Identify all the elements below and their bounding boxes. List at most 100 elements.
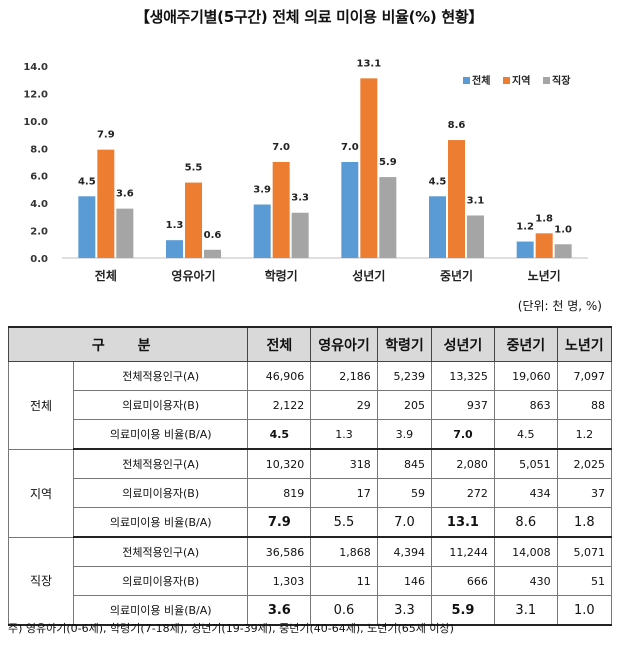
page-title: 【생애주기별(5구간) 전체 의료 미이용 비율(%) 현황】 xyxy=(134,8,484,26)
table-cell: 10,320 xyxy=(247,448,312,479)
data-label: 0.6 xyxy=(204,230,222,241)
table-cell: 434 xyxy=(493,478,558,508)
y-tick-label: 8.0 xyxy=(30,144,48,155)
table-cell: 14,008 xyxy=(493,536,558,567)
row-label: 의료미이용자(B) xyxy=(72,478,249,508)
row-label: 의료미이용 비율(B/A) xyxy=(72,419,249,450)
table-cell: 1.3 xyxy=(310,419,378,450)
table-cell: 3.1 xyxy=(493,595,558,626)
bar-1-0 xyxy=(97,149,115,258)
data-label: 8.6 xyxy=(448,120,466,131)
legend-swatch-0 xyxy=(463,77,470,84)
table-cell: 819 xyxy=(247,478,312,508)
table-cell: 863 xyxy=(493,390,558,420)
data-label: 13.1 xyxy=(356,58,381,69)
header-group: 구 분 xyxy=(7,326,249,362)
table-cell: 146 xyxy=(376,566,433,596)
table-cell: 5,051 xyxy=(493,448,558,479)
category-label: 학령기 xyxy=(265,268,298,283)
table-row: 의료미이용 비율(B/A) 7.9 5.5 7.0 13.1 8.6 1.8 xyxy=(9,507,613,538)
data-label: 3.6 xyxy=(116,189,134,200)
bar-1-5 xyxy=(535,233,553,258)
table-cell: 51 xyxy=(556,566,613,596)
table-cell: 7,097 xyxy=(556,361,613,391)
table-cell: 1,868 xyxy=(310,536,378,567)
table-cell: 666 xyxy=(431,566,495,596)
legend-swatch-2 xyxy=(543,77,550,84)
data-label: 7.0 xyxy=(341,142,359,153)
header-col: 성년기 xyxy=(431,326,495,362)
table-cell: 7.9 xyxy=(247,507,312,538)
y-tick-label: 6.0 xyxy=(30,172,48,183)
header-col: 노년기 xyxy=(556,326,613,362)
bar-0-2 xyxy=(253,204,271,258)
table-cell: 11 xyxy=(310,566,378,596)
table-row: 전체 전체적용인구(A) 46,906 2,186 5,239 13,325 19,060 7… xyxy=(8,361,613,450)
table-cell: 2,186 xyxy=(310,361,378,391)
bar-2-2 xyxy=(291,212,309,258)
bar-2-4 xyxy=(467,215,484,258)
y-tick-label: 12.0 xyxy=(23,89,48,100)
y-tick-label: 10.0 xyxy=(23,117,48,128)
bar-1-1 xyxy=(185,182,202,258)
table-header-row: 구 분 전체 영유아기 학령기 성년기 중년기 노년기 xyxy=(7,326,613,362)
header-col: 전체 xyxy=(247,326,312,362)
table-cell: 4,394 xyxy=(376,536,433,567)
group-label: 지역 xyxy=(8,448,74,538)
table-row: 의료미이용자(B) 819 17 59 272 434 37 xyxy=(9,478,613,508)
table-cell: 11,244 xyxy=(431,536,495,567)
table-cell: 88 xyxy=(556,390,613,420)
table-row: 의료미이용 비율(B/A) 4.5 1.3 3.9 7.0 4.5 1.2 xyxy=(9,419,613,450)
table-cell: 37 xyxy=(556,478,613,508)
row-label: 전체적용인구(A) xyxy=(72,536,249,567)
table-cell: 17 xyxy=(310,478,378,508)
table-row: 의료미이용 비율(B/A) 3.6 0.6 3.3 5.9 3.1 1.0 xyxy=(9,595,613,626)
bar-0-5 xyxy=(516,241,534,258)
category-label: 노년기 xyxy=(528,268,561,283)
table-cell: 430 xyxy=(493,566,558,596)
y-tick-label: 4.0 xyxy=(30,199,48,210)
data-label: 3.3 xyxy=(291,193,309,204)
footnote: 주) 영유아기(0-6세), 학령기(7-18세), 성년기(19-39세), … xyxy=(8,622,454,635)
y-tick-label: 14.0 xyxy=(23,62,48,73)
table-cell: 1.2 xyxy=(556,419,613,450)
table-cell: 318 xyxy=(310,448,378,479)
row-label: 의료미이용자(B) xyxy=(72,566,249,596)
table-cell: 1.0 xyxy=(556,595,613,626)
table-cell: 7.0 xyxy=(431,419,495,450)
group-label: 직장 xyxy=(8,536,74,626)
table-cell: 19,060 xyxy=(493,361,558,391)
row-label: 전체적용인구(A) xyxy=(72,361,249,391)
legend-swatch-1 xyxy=(503,77,510,84)
table-cell: 1,303 xyxy=(247,566,312,596)
row-label: 의료미이용자(B) xyxy=(72,390,249,420)
table-row: 직장 전체적용인구(A) 36,586 1,868 4,394 11,244 14,008 5… xyxy=(8,536,613,626)
table-cell: 4.5 xyxy=(247,419,312,450)
legend-label: 지역 xyxy=(512,74,530,87)
bar-chart: 0.0 2.0 4.0 6.0 8.0 10.0 12.0 14.0 4.5 7.9 3.6 전체 1.… xyxy=(23,58,588,283)
table-cell: 1.8 xyxy=(556,507,613,538)
bar-0-1 xyxy=(166,240,183,258)
category-label: 전체 xyxy=(95,268,117,283)
category-label: 성년기 xyxy=(352,268,385,283)
row-label: 의료미이용 비율(B/A) xyxy=(72,507,249,538)
bar-2-5 xyxy=(554,244,572,258)
data-label: 1.8 xyxy=(535,213,553,224)
data-label: 1.2 xyxy=(516,222,534,233)
header-col: 중년기 xyxy=(493,326,558,362)
table-cell: 36,586 xyxy=(247,536,312,567)
table-cell: 205 xyxy=(376,390,433,420)
table-cell: 5,071 xyxy=(556,536,613,567)
table-cell: 937 xyxy=(431,390,495,420)
table-cell: 7.0 xyxy=(376,507,433,538)
bar-1-3 xyxy=(360,78,378,258)
bar-2-0 xyxy=(116,208,134,258)
category-label: 중년기 xyxy=(440,268,473,283)
table-cell: 2,080 xyxy=(431,448,495,479)
row-label: 전체적용인구(A) xyxy=(72,448,249,479)
table-cell: 13.1 xyxy=(431,507,495,538)
table-cell: 3.9 xyxy=(376,419,433,450)
category-label: 영유아기 xyxy=(171,268,215,283)
group-label: 전체 xyxy=(8,361,74,450)
y-tick-label: 0.0 xyxy=(30,254,48,265)
